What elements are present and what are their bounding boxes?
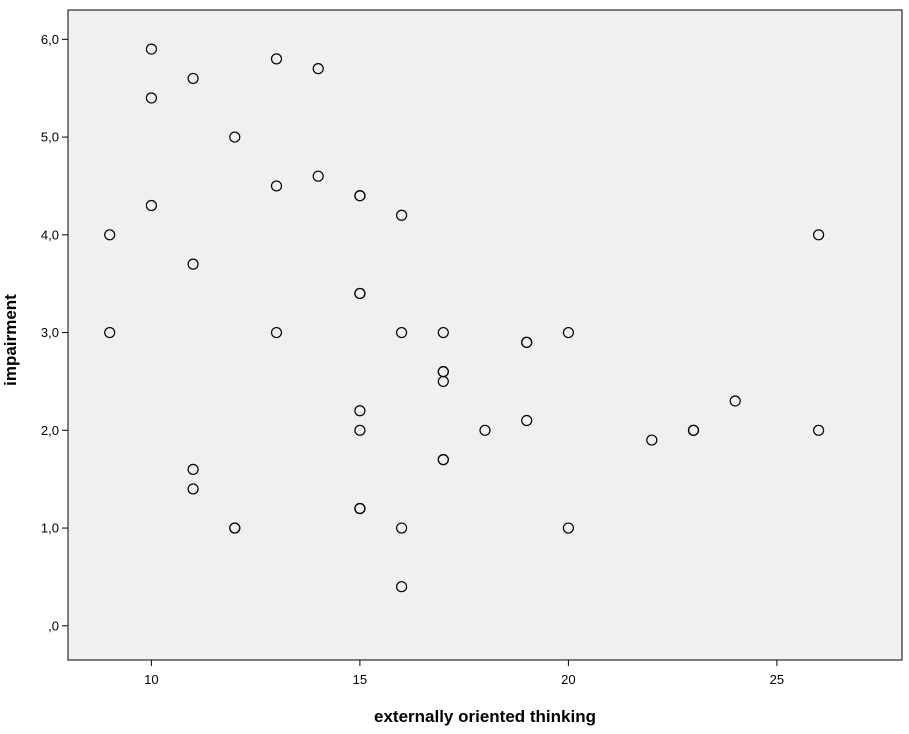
x-axis-title: externally oriented thinking [374, 707, 596, 726]
x-axis: 10 15 20 25 [144, 660, 784, 687]
data-point [396, 326, 408, 339]
data-points [104, 43, 825, 593]
x-tick-label: 25 [770, 672, 784, 687]
data-point [187, 463, 199, 475]
data-point [145, 43, 157, 55]
data-point [145, 199, 157, 212]
y-tick-label: ,0 [48, 618, 59, 633]
data-point [479, 424, 491, 436]
data-point [396, 209, 408, 221]
y-tick-label: 6,0 [41, 32, 59, 47]
data-point [104, 229, 116, 241]
x-tick-label: 20 [561, 672, 575, 687]
data-point [437, 454, 449, 466]
data-point [187, 72, 199, 85]
y-axis: ,0 1,0 2,0 3,0 4,0 5,0 6,0 [41, 32, 68, 633]
y-tick-label: 3,0 [41, 325, 59, 340]
data-point [562, 326, 575, 339]
data-point [187, 258, 199, 270]
data-point [812, 424, 825, 436]
data-point [145, 92, 157, 104]
data-point [354, 190, 366, 202]
data-point [729, 395, 741, 407]
plot-area [67, 9, 903, 661]
data-point [396, 581, 408, 593]
data-point [270, 326, 283, 339]
x-tick-label: 15 [353, 672, 367, 687]
data-point [687, 424, 700, 436]
data-point [270, 180, 283, 192]
data-point [270, 53, 283, 65]
data-point [646, 434, 658, 446]
y-tick-label: 4,0 [41, 227, 59, 242]
data-point [229, 131, 241, 143]
y-tick-label: 1,0 [41, 521, 59, 536]
data-point [562, 522, 575, 534]
data-point [521, 336, 533, 348]
data-point [229, 522, 241, 534]
data-point [354, 502, 366, 515]
y-tick-label: 5,0 [41, 130, 59, 145]
data-point [354, 287, 366, 300]
y-tick-label: 2,0 [41, 423, 59, 438]
data-point [396, 522, 408, 534]
data-point [312, 170, 324, 182]
y-axis-title: impairment [1, 294, 20, 386]
x-tick-label: 10 [144, 672, 158, 687]
data-point [521, 414, 533, 427]
data-point [437, 375, 449, 388]
data-point [354, 405, 366, 417]
data-point [104, 326, 116, 339]
data-point [437, 326, 449, 339]
data-point [812, 229, 825, 241]
data-point [312, 63, 324, 75]
data-point [187, 483, 199, 495]
data-point [354, 424, 366, 436]
